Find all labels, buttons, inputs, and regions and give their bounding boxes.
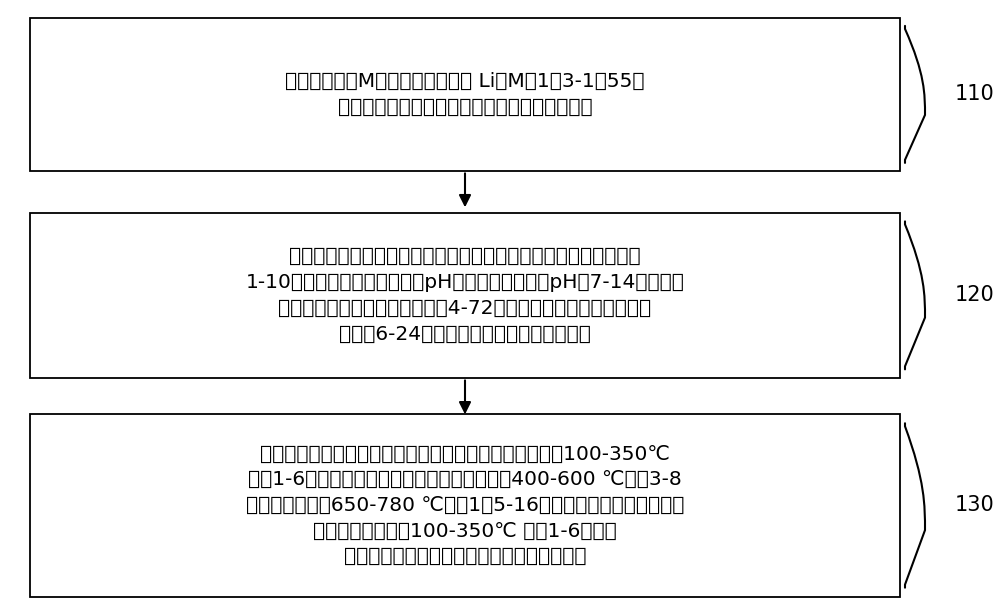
Text: 小时，再升温至650-780 ℃保扢1．5-16小时，再次冷却至室温后，: 小时，再升温至650-780 ℃保扢1．5-16小时，再次冷却至室温后， [246, 496, 684, 515]
Bar [30, 213, 900, 378]
Text: 冷冻帗6-24小时，得到黑色双包覆层前驱体: 冷冻帗6-24小时，得到黑色双包覆层前驱体 [339, 325, 591, 343]
Bar [30, 18, 900, 171]
Text: 120: 120 [955, 286, 995, 305]
Bar [30, 414, 900, 597]
Text: 再在空气气氛中，100-350℃ 保扢1-6小时，: 再在空气气氛中，100-350℃ 保扢1-6小时， [313, 522, 617, 541]
Text: 进行三段式烧结后，自然冷却得到富锂锆基材料: 进行三段式烧结后，自然冷却得到富锂锆基材料 [338, 97, 592, 117]
Text: 将富锂锆基材料分散于水或乙醇或水与乙醇的混合液中，超声处理: 将富锂锆基材料分散于水或乙醇或水与乙醇的混合液中，超声处理 [289, 247, 641, 266]
Text: 1-10小时后加入盐酸多巴胺和pH调节剂，调节溶液pH为7-14；再加入: 1-10小时后加入盐酸多巴胺和pH调节剂，调节溶液pH为7-14；再加入 [246, 273, 684, 292]
Text: 保渥1-6小时，冷却至室温后，在惰性气氛中，400-600 ℃保扢3-8: 保渥1-6小时，冷却至室温后，在惰性气氛中，400-600 ℃保扢3-8 [248, 470, 682, 489]
Text: 冷却后得到双导电层包覆的富锂锆基正极材料: 冷却后得到双导电层包覆的富锂锆基正极材料 [344, 547, 586, 566]
Text: 110: 110 [955, 85, 995, 104]
Text: 可溶性的锆源和第二锂源，搞拌4-72小时，搞拌完成后收集产物，: 可溶性的锆源和第二锂源，搞拌4-72小时，搞拌完成后收集产物， [278, 298, 652, 318]
Text: 130: 130 [955, 496, 995, 515]
Text: 将第一锂源与M源研磨混合均匀， Li：M＝1．3-1．55，: 将第一锂源与M源研磨混合均匀， Li：M＝1．3-1．55， [285, 72, 645, 91]
Text: 将黑色双包覆层前驱体进行热处理，首先于空气气氛中，100-350℃: 将黑色双包覆层前驱体进行热处理，首先于空气气氛中，100-350℃ [260, 445, 670, 463]
